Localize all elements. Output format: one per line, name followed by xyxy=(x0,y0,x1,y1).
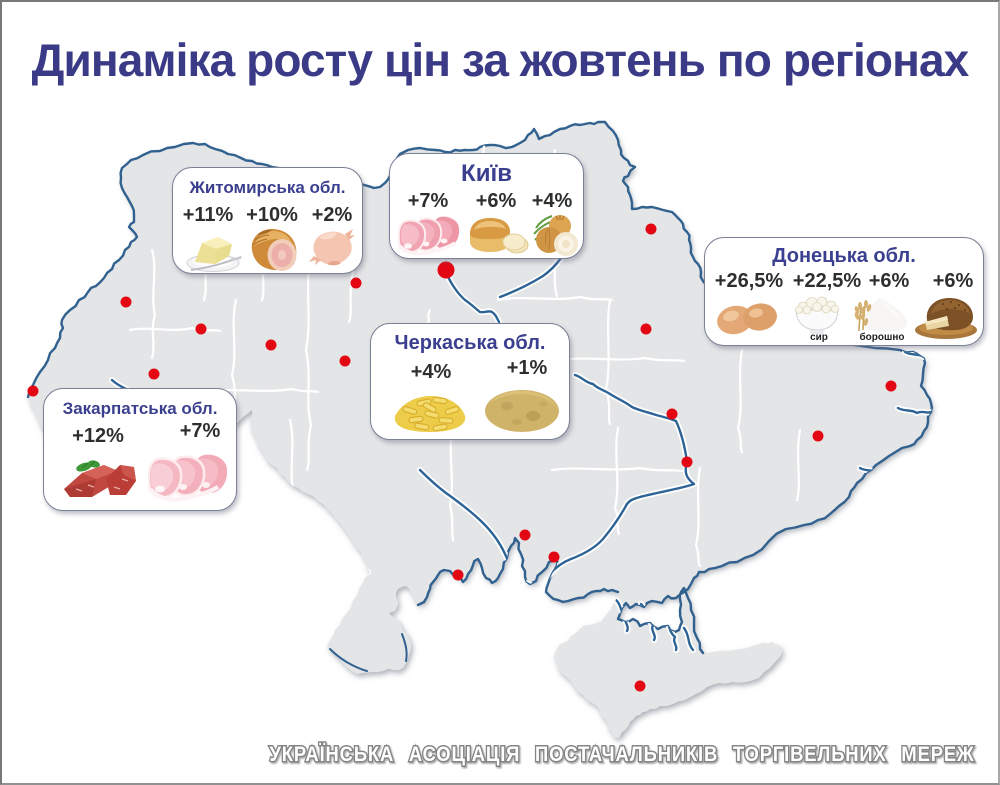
svg-text:УКРАЇНСЬКА АСОЦІАЦІЯ ПОСТАЧАЛЬ: УКРАЇНСЬКА АСОЦІАЦІЯ ПОСТАЧАЛЬНИКІВ ТОРГ… xyxy=(270,743,975,766)
